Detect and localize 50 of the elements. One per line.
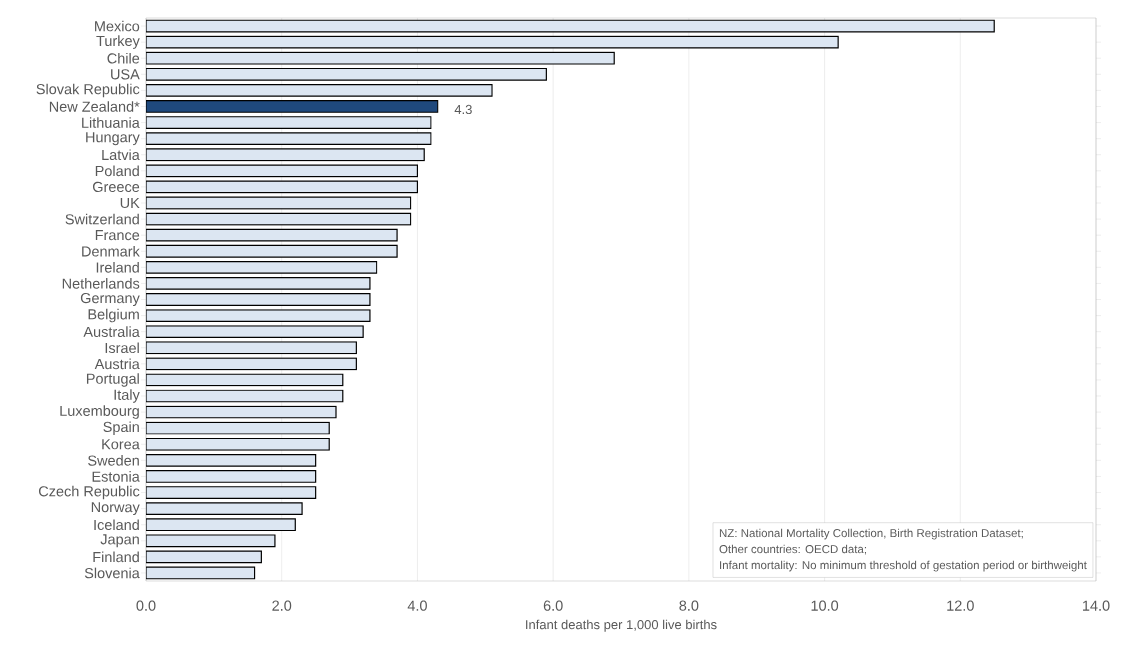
y-tick-label: Belgium — [88, 308, 139, 323]
y-tick-label: Portugal — [86, 373, 139, 387]
data-label: 4.3 — [454, 104, 472, 115]
y-tick-label: Korea — [102, 439, 140, 450]
x-tick-label: 4.0 — [407, 600, 427, 611]
y-tick-label: USA — [111, 69, 140, 80]
y-tick-label: Ireland — [96, 262, 139, 273]
y-tick-label: Denmark — [82, 245, 140, 257]
x-tick-label: 12.0 — [947, 600, 974, 611]
y-tick-label: UK — [120, 197, 140, 209]
y-tick-label: Iceland — [94, 519, 139, 531]
y-tick-label: Poland — [95, 165, 139, 177]
y-tick-label: Austria — [94, 358, 140, 370]
x-tick-label: 8.0 — [679, 600, 699, 611]
y-tick-label: Greece — [92, 181, 140, 193]
y-tick-label: Latvia — [102, 149, 140, 161]
y-tick-label: Sweden — [88, 455, 139, 466]
y-tick-label: Norway — [91, 502, 140, 516]
bar — [146, 341, 357, 355]
x-axis-title: Infant deaths per 1,000 live births — [526, 619, 717, 632]
x-tick-label: 14.0 — [1083, 600, 1110, 611]
y-tick-label: New Zealand* — [49, 101, 140, 112]
y-tick-label: Finland — [93, 551, 139, 563]
y-tick-label: Australia — [83, 326, 140, 337]
y-tick-label: Netherlands — [62, 278, 140, 289]
y-tick-label: France — [95, 230, 140, 241]
y-tick-label: Slovak Republic — [36, 83, 140, 98]
y-tick-label: Slovenia — [84, 567, 140, 579]
x-tick-label: 6.0 — [543, 600, 563, 611]
x-tick-label: 10.0 — [811, 600, 839, 611]
y-tick-label: Czech Republic — [38, 485, 140, 500]
y-tick-label: Israel — [105, 342, 139, 354]
y-tick-label: Italy — [114, 389, 140, 403]
y-tick-label: Japan — [100, 534, 139, 548]
y-tick-label: Lithuania — [82, 117, 140, 128]
annotation: NZ: National Mortality Collection, Birth Registration Dataset; — [719, 528, 1023, 540]
x-tick-label: 2.0 — [272, 600, 292, 611]
y-tick-label: Spain — [103, 421, 139, 435]
y-tick-label: Mexico — [95, 20, 140, 32]
y-tick-label: Luxembourg — [60, 405, 139, 419]
y-tick-label: Hungary — [86, 132, 140, 146]
y-tick-label: Chile — [107, 52, 140, 64]
y-tick-label: Germany — [80, 292, 140, 307]
annotation: Infant mortality: No minimum threshold of gestation period or birthweight — [720, 560, 1087, 572]
y-tick-label: Estonia — [92, 471, 140, 482]
y-tick-label: Switzerland — [65, 213, 139, 225]
y-tick-label: Turkey — [96, 35, 140, 49]
x-tick-label: 0.0 — [136, 600, 156, 611]
annotation: Other countries: OECD data; — [719, 544, 867, 555]
bar — [146, 357, 357, 371]
